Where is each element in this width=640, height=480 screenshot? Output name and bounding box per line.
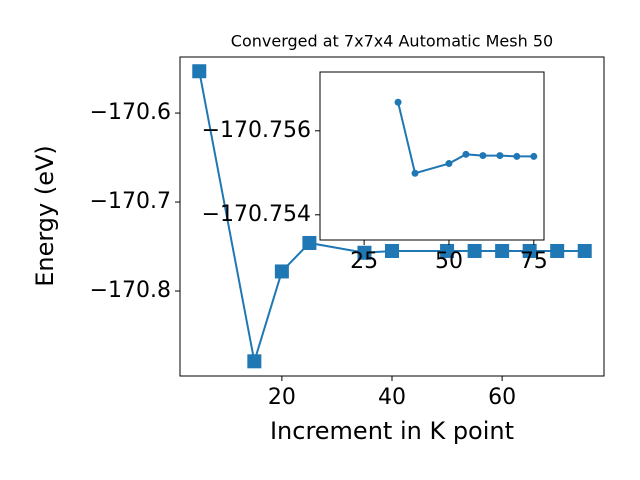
- marker: [577, 243, 592, 258]
- x-tick-label: 60: [488, 385, 516, 410]
- y-axis-label: Energy (eV): [31, 145, 59, 287]
- marker: [411, 169, 419, 177]
- chart-title: Converged at 7x7x4 Automatic Mesh 50: [231, 32, 553, 51]
- marker: [522, 243, 537, 258]
- x-tick-label: 50: [435, 249, 463, 274]
- marker: [496, 152, 504, 160]
- x-tick-label: 25: [350, 249, 378, 274]
- x-tick-label: 75: [520, 249, 548, 274]
- marker: [357, 245, 372, 260]
- marker: [550, 243, 565, 258]
- marker: [530, 152, 538, 160]
- marker: [495, 243, 510, 258]
- marker: [247, 354, 262, 369]
- y-tick-label: −170.8: [90, 278, 171, 303]
- series: [192, 64, 592, 369]
- y-tick-label: −170.6: [90, 100, 171, 125]
- marker: [192, 64, 207, 79]
- y-tick-label: −170.756: [202, 118, 311, 143]
- marker: [394, 98, 402, 106]
- y-tick-label: −170.7: [90, 189, 171, 214]
- x-tick-label: 20: [268, 385, 296, 410]
- x-tick-label: 40: [378, 385, 406, 410]
- marker: [302, 235, 317, 250]
- x-axis-label: Increment in K point: [270, 417, 514, 445]
- axes-frame: [319, 71, 545, 241]
- series: [394, 98, 538, 177]
- marker: [445, 160, 453, 168]
- marker: [385, 243, 399, 258]
- marker: [479, 152, 487, 160]
- marker: [440, 243, 455, 258]
- marker: [274, 264, 289, 279]
- marker: [513, 152, 521, 160]
- y-tick-label: −170.754: [202, 202, 311, 227]
- marker: [467, 243, 482, 258]
- marker: [462, 150, 470, 158]
